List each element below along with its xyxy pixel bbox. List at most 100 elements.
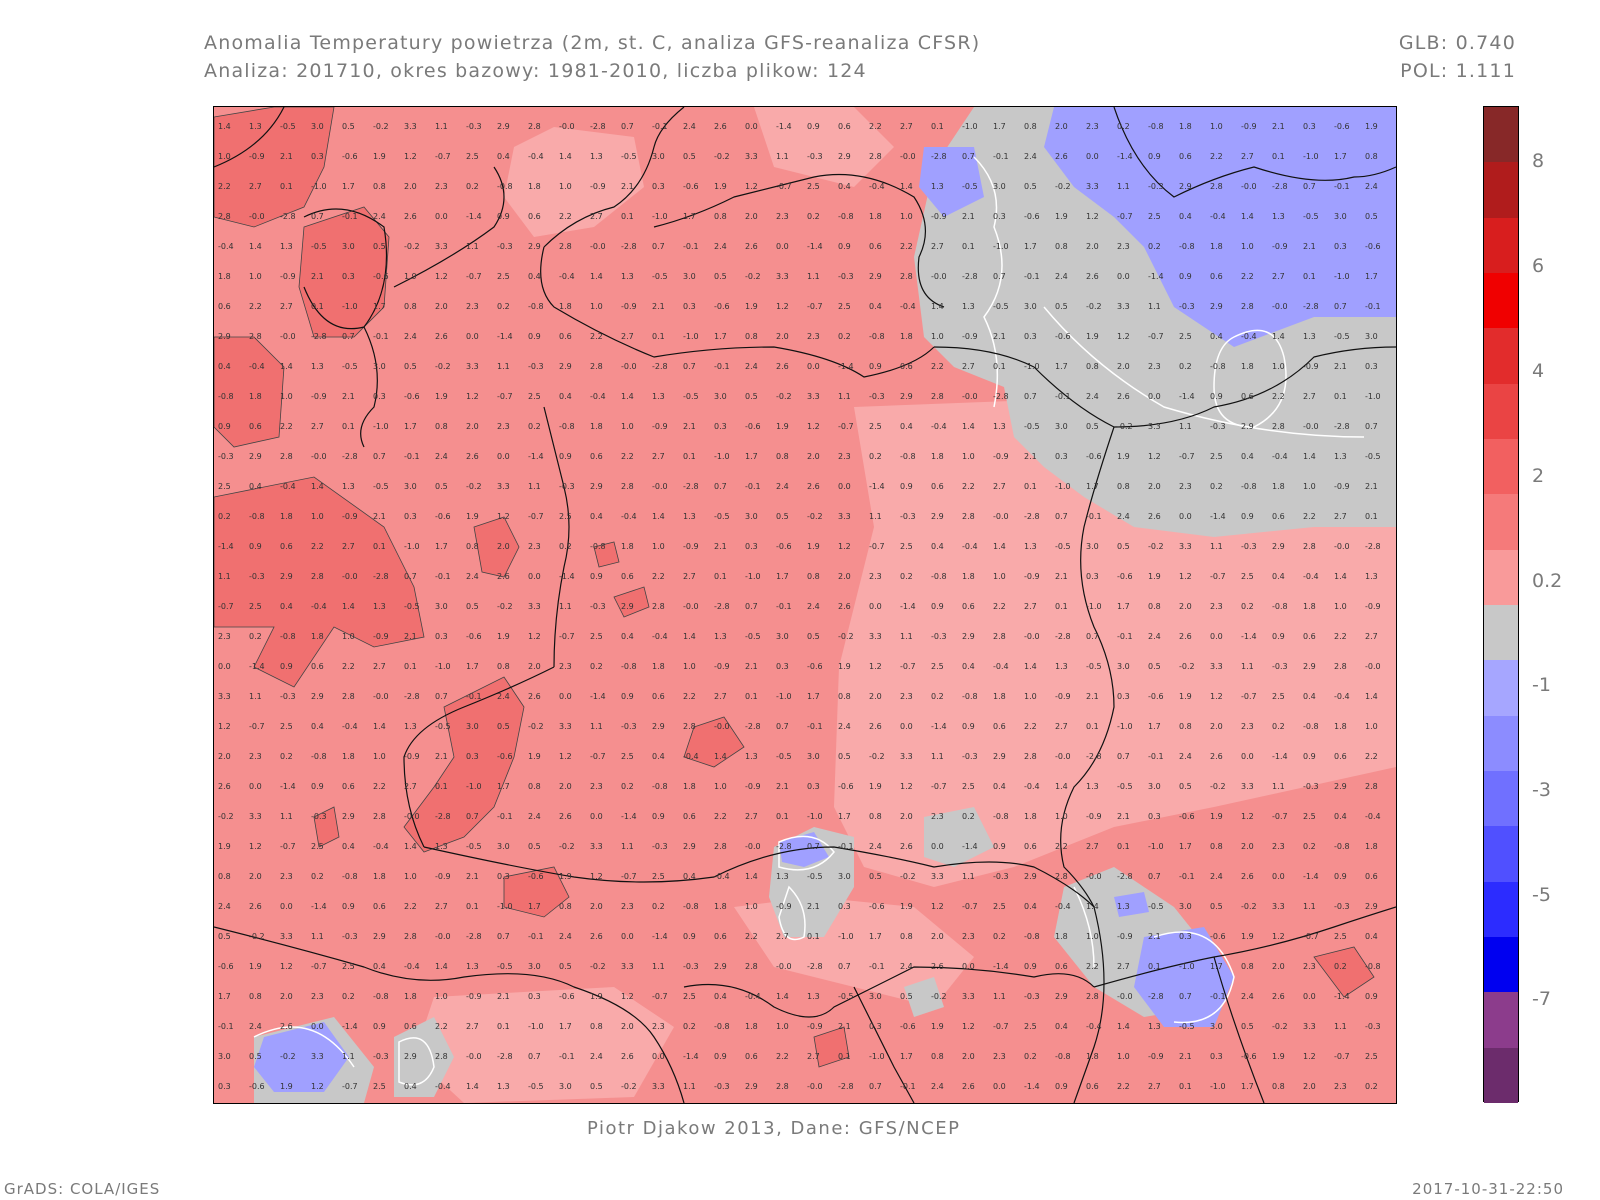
anomaly-value: 2.8 [683,722,696,731]
anomaly-value: -0.2 [559,842,575,851]
anomaly-value: -0.3 [807,152,823,161]
anomaly-value: 0.3 [714,422,727,431]
anomaly-value: 1.8 [1303,602,1316,611]
anomaly-value: -0.6 [1210,932,1226,941]
anomaly-value: 0.0 [869,602,882,611]
colorbar-band [1484,439,1518,495]
anomaly-value: 2.2 [776,1052,789,1061]
anomaly-value: 2.9 [1241,422,1254,431]
anomaly-value: -0.0 [559,122,575,131]
anomaly-value: -0.7 [249,722,265,731]
anomaly-value: 1.4 [435,962,448,971]
anomaly-value: -0.3 [714,1082,730,1091]
anomaly-value: 1.4 [993,542,1006,551]
anomaly-value: 2.8 [342,692,355,701]
anomaly-value: -0.9 [249,152,265,161]
anomaly-value: 0.6 [1365,872,1378,881]
anomaly-value: 2.6 [590,932,603,941]
anomaly-value: 1.0 [373,752,386,761]
anomaly-value: -0.8 [528,302,544,311]
anomaly-value: -0.4 [559,272,575,281]
anomaly-value: -1.0 [435,662,451,671]
anomaly-value: 0.8 [218,872,231,881]
anomaly-value: 0.2 [621,782,634,791]
anomaly-value: 1.9 [249,962,262,971]
anomaly-value: 1.8 [1365,842,1378,851]
anomaly-value: -1.0 [993,242,1009,251]
anomaly-value: -0.3 [1148,182,1164,191]
anomaly-value: 1.3 [373,602,386,611]
anomaly-value: 0.7 [745,602,758,611]
anomaly-value: 2.6 [931,962,944,971]
anomaly-value: -0.5 [776,752,792,761]
anomaly-value: -0.3 [590,602,606,611]
anomaly-value: 1.7 [869,932,882,941]
anomaly-value: 2.3 [559,662,572,671]
anomaly-value: 1.8 [1210,242,1223,251]
anomaly-value: 0.5 [745,392,758,401]
anomaly-value: -2.8 [1055,632,1071,641]
anomaly-value: -0.8 [1055,1052,1071,1061]
anomaly-value: 3.0 [776,632,789,641]
anomaly-value: -1.0 [466,782,482,791]
anomaly-value: 0.7 [962,152,975,161]
anomaly-value: 2.5 [559,512,572,521]
anomaly-value: 2.8 [590,362,603,371]
anomaly-value: 2.3 [466,302,479,311]
anomaly-value: 2.5 [1210,452,1223,461]
anomaly-value: 2.8 [745,962,758,971]
anomaly-value: 2.5 [373,1082,386,1091]
anomaly-value: -0.1 [559,1052,575,1061]
anomaly-value: 1.1 [590,722,603,731]
anomaly-value: 1.3 [1024,542,1037,551]
anomaly-value: 1.1 [900,632,913,641]
anomaly-value: 1.4 [1055,782,1068,791]
anomaly-value: 0.9 [528,332,541,341]
anomaly-value: -1.4 [621,812,637,821]
anomaly-value: 0.6 [683,812,696,821]
timestamp: 2017-10-31-22:50 [1412,1180,1564,1198]
anomaly-value: 0.4 [528,272,541,281]
anomaly-value: 2.2 [900,242,913,251]
anomaly-value: 1.4 [280,362,293,371]
anomaly-value: 2.0 [900,812,913,821]
anomaly-value: 0.8 [1086,362,1099,371]
anomaly-value: 1.3 [1086,782,1099,791]
anomaly-value: -0.0 [962,392,978,401]
anomaly-value: 1.7 [528,902,541,911]
anomaly-value: 3.3 [1148,422,1161,431]
anomaly-value: 0.6 [1055,962,1068,971]
anomaly-value: 2.7 [1086,842,1099,851]
anomaly-value: -2.8 [1303,302,1319,311]
anomaly-value: -0.6 [838,782,854,791]
anomaly-value: 2.0 [1210,722,1223,731]
anomaly-value: 0.7 [869,1082,882,1091]
anomaly-value: 0.9 [1024,962,1037,971]
anomaly-value: -0.3 [652,842,668,851]
anomaly-value: -1.0 [1055,482,1071,491]
anomaly-value: 0.8 [1272,1082,1285,1091]
anomaly-value: 1.0 [590,302,603,311]
anomaly-value: -0.9 [435,872,451,881]
anomaly-value: -1.0 [528,1022,544,1031]
anomaly-value: 1.2 [838,542,851,551]
anomaly-value: 2.1 [838,1022,851,1031]
anomaly-value: 0.0 [559,692,572,701]
anomaly-value: 0.4 [1303,692,1316,701]
anomaly-value: 2.4 [466,572,479,581]
anomaly-value: 2.6 [714,122,727,131]
anomaly-value: 1.8 [931,452,944,461]
anomaly-value: -0.4 [311,602,327,611]
anomaly-value: 1.8 [373,872,386,881]
anomaly-value: 0.3 [1086,572,1099,581]
anomaly-value: 0.9 [652,812,665,821]
anomaly-value: 2.4 [745,362,758,371]
anomaly-value: 2.2 [311,542,324,551]
anomaly-value: -1.0 [714,452,730,461]
anomaly-value: 2.0 [404,182,417,191]
anomaly-value: 0.3 [342,272,355,281]
anomaly-value: -1.0 [683,332,699,341]
anomaly-value: 0.2 [1365,1082,1378,1091]
anomaly-value: 0.2 [807,212,820,221]
anomaly-value: 0.0 [962,962,975,971]
